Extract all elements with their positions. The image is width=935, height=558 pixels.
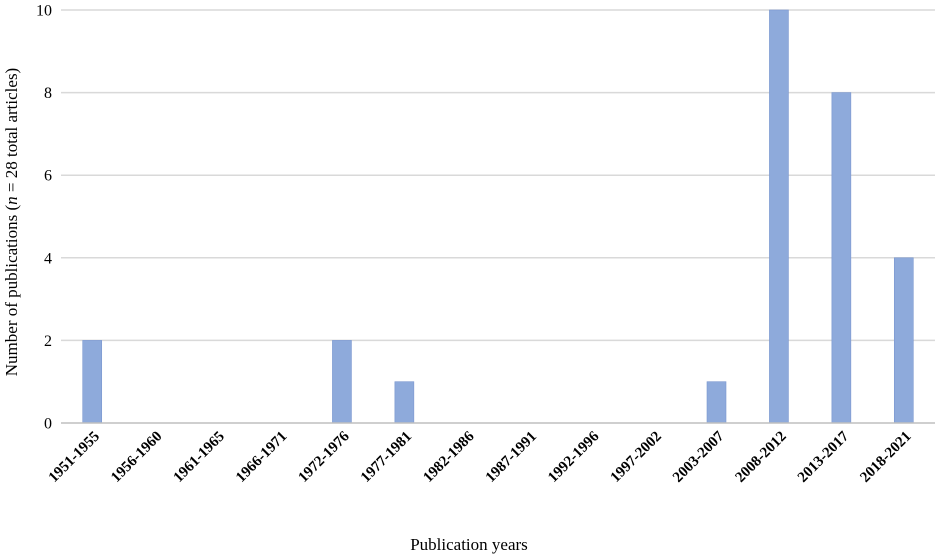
y-tick-label: 2 <box>44 333 52 350</box>
bar-1951-1955 <box>82 340 103 424</box>
y-tick-label: 6 <box>44 168 52 185</box>
x-tick-label: 1977-1981 <box>358 429 415 486</box>
bars <box>82 9 914 424</box>
x-tick-label: 2013-2017 <box>795 428 853 486</box>
bar-1977-1981 <box>394 381 415 424</box>
x-tick-label: 2003-2007 <box>670 428 728 486</box>
x-tick-label: 2018-2021 <box>857 429 914 486</box>
x-tick-label: 1951-1955 <box>46 429 103 486</box>
y-tick-labels: 0 2 4 6 8 10 <box>36 3 52 433</box>
x-tick-label: 2008-2012 <box>732 429 789 486</box>
bar-1972-1976 <box>332 340 352 424</box>
bar-2018-2021 <box>893 257 914 424</box>
x-tick-label: 1987-1991 <box>483 429 540 486</box>
y-tick-label: 10 <box>36 3 52 20</box>
x-tick-label: 1992-1996 <box>545 428 603 486</box>
gridlines <box>61 9 935 342</box>
x-tick-labels: 1951-1955 1956-1960 1961-1965 1966-1971 1972… <box>46 428 915 486</box>
bar-2008-2012 <box>769 9 789 424</box>
bar-2003-2007 <box>706 381 727 424</box>
x-tick-label: 1997-2002 <box>608 429 665 486</box>
x-tick-label: 1982-1986 <box>420 428 478 486</box>
x-tick-label: 1961-1965 <box>171 429 228 486</box>
y-tick-label: 4 <box>44 250 52 267</box>
y-tick-label: 0 <box>44 416 52 433</box>
bar-2013-2017 <box>831 92 852 424</box>
y-tick-label: 8 <box>44 85 52 102</box>
x-tick-label: 1956-1960 <box>108 429 165 486</box>
x-axis-title: Publication years <box>410 535 528 554</box>
y-axis-title: Number of publications (n = 28 total art… <box>2 68 21 376</box>
x-tick-label: 1972-1976 <box>295 428 353 486</box>
x-tick-label: 1966-1971 <box>233 429 290 486</box>
